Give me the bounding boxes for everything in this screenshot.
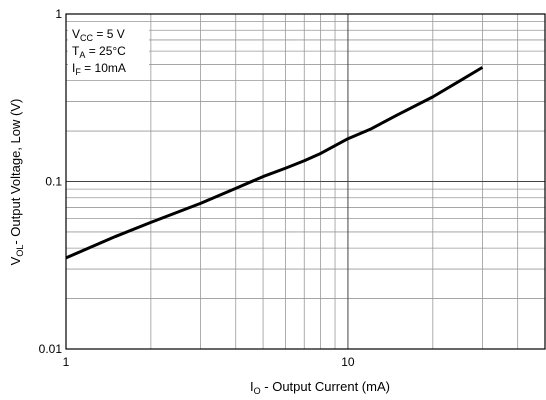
series-layer xyxy=(65,66,484,260)
y-tick-label: 0.1 xyxy=(45,175,62,189)
major-gridlines xyxy=(66,14,545,349)
x-axis-label: IO - Output Current (mA) xyxy=(250,379,390,396)
series-line xyxy=(65,66,484,260)
condition-vcc: VCC = 5 V xyxy=(72,27,125,43)
x-tick-label: 10 xyxy=(341,355,355,369)
condition-if: IF = 10mA xyxy=(72,61,126,77)
conditions-box xyxy=(68,22,149,78)
y-axis-label: VOL- Output Voltage, Low (V) xyxy=(8,99,25,266)
y-tick-label: 0.01 xyxy=(39,342,63,356)
condition-ta: TA = 25°C xyxy=(72,44,126,60)
plot-frame xyxy=(65,13,546,350)
tick-labels: 1 10 0.01 0.1 1 xyxy=(39,7,355,369)
y-tick-label: 1 xyxy=(55,7,62,21)
x-tick-label: 1 xyxy=(63,355,70,369)
